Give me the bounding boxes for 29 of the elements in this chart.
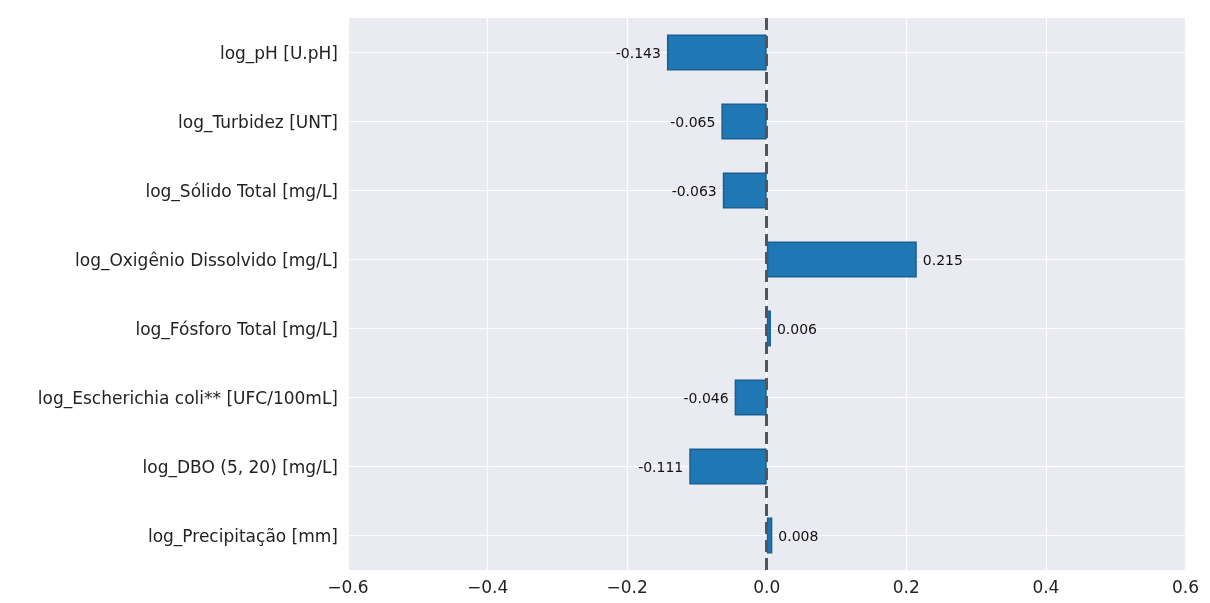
y-tick-label: log_Turbidez [UNT] [178, 111, 338, 133]
data-label: 0.215 [922, 251, 963, 268]
x-tick-label: 0.4 [1032, 576, 1060, 597]
bar [766, 241, 917, 278]
data-label: -0.063 [671, 182, 717, 199]
bar [666, 34, 767, 71]
y-tick-label: log_pH [U.pH] [219, 42, 338, 64]
data-label: 0.006 [776, 320, 818, 337]
x-tick-label: 0.0 [753, 576, 781, 597]
data-label: 0.008 [778, 527, 819, 544]
y-tick-label: log_Fósforo Total [mg/L] [135, 318, 338, 340]
data-label: -0.065 [670, 113, 716, 130]
data-label: -0.111 [638, 458, 684, 475]
y-tick-label: log_Escherichia coli** [UFC/100mL] [37, 387, 338, 409]
x-tick-label: −0.4 [466, 576, 509, 597]
y-tick-label: log_DBO (5, 20) [mg/L] [142, 456, 338, 478]
bar [721, 103, 767, 140]
y-tick-label: log_Precipitação [mm] [147, 525, 338, 547]
y-tick-label: log_Oxigênio Dissolvido [mg/L] [75, 249, 338, 271]
x-tick-label: 0.2 [892, 576, 920, 597]
data-label: -0.143 [615, 44, 661, 61]
x-tick-label: 0.6 [1171, 576, 1200, 597]
data-label: -0.046 [683, 389, 729, 406]
y-tick-label: log_Sólido Total [mg/L] [145, 180, 338, 202]
bar [689, 448, 767, 485]
bar [734, 379, 767, 416]
x-tick-label: −0.6 [327, 576, 369, 597]
bar [722, 172, 767, 209]
x-tick-label: −0.2 [606, 576, 648, 597]
